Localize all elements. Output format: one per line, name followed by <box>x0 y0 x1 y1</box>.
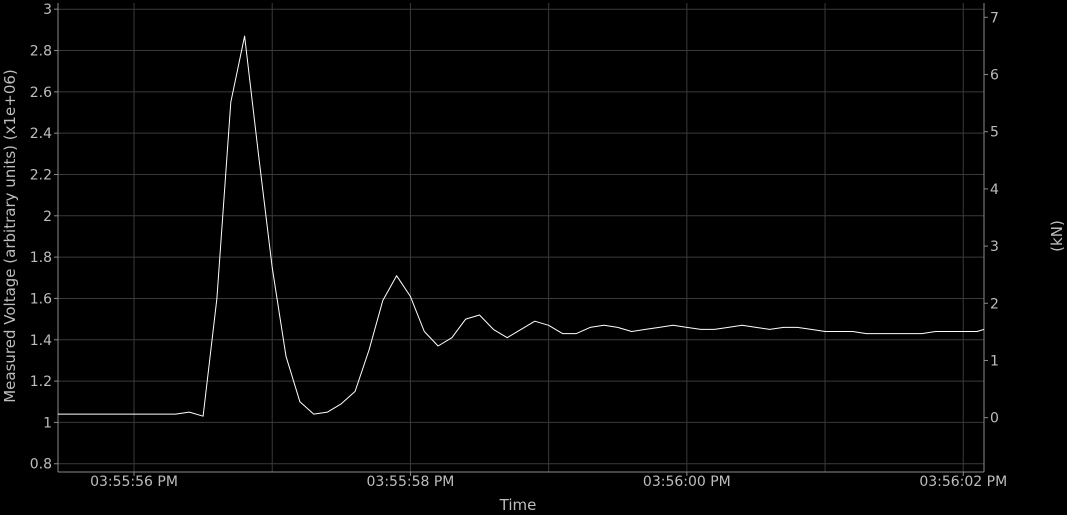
x-tick-label: 03:56:00 PM <box>643 474 731 490</box>
y2-tick-label: 3 <box>990 239 999 255</box>
y-tick-label: 2.8 <box>30 44 52 60</box>
y-tick-label: 1.8 <box>30 250 52 266</box>
y-tick-label: 1.4 <box>30 333 52 349</box>
y-tick-label: 1.6 <box>30 291 52 307</box>
y-axis-title: Measured Voltage (arbitrary units) (x1e+… <box>1 69 19 403</box>
x-tick-label: 03:55:58 PM <box>367 474 455 490</box>
x-axis-title: Time <box>499 496 537 514</box>
y2-tick-label: 1 <box>990 353 999 369</box>
y2-tick-label: 2 <box>990 296 999 312</box>
x-tick-label: 03:56:02 PM <box>919 474 1007 490</box>
y-tick-label: 1.2 <box>30 374 52 390</box>
tick-labels: 0.8 1 1.2 1.4 1.6 1.8 2 2.2 2.4 2.6 2.8 3 0 1 2 3 4 5 6 7 03… <box>30 2 1007 490</box>
y2-tick-label: 7 <box>990 10 999 26</box>
y2-tick-label: 5 <box>990 125 999 141</box>
y-tick-label: 2.6 <box>30 85 52 101</box>
y2-tick-label: 6 <box>990 67 999 83</box>
grid <box>58 3 984 472</box>
y-tick-label: 3 <box>43 2 52 18</box>
y-tick-label: 1 <box>43 415 52 431</box>
series-layer <box>58 35 985 417</box>
axes <box>54 3 988 476</box>
y2-tick-label: 0 <box>990 411 999 427</box>
y-tick-label: 2.2 <box>30 167 52 183</box>
y2-axis-title: (kN) <box>1048 220 1066 252</box>
y-tick-label: 0.8 <box>30 457 52 473</box>
y-tick-label: 2.4 <box>30 126 52 142</box>
y-tick-label: 2 <box>43 209 52 225</box>
y2-tick-label: 4 <box>990 182 999 198</box>
series-line <box>58 35 985 417</box>
x-tick-label: 03:55:56 PM <box>90 474 178 490</box>
